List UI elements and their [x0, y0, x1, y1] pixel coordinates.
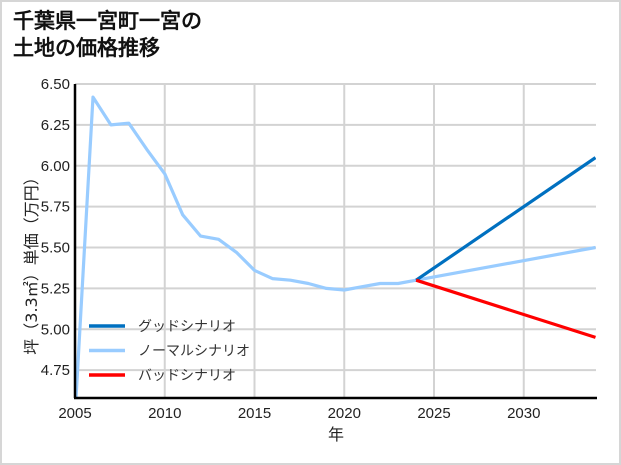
y-tick-label: 5.00: [41, 321, 70, 338]
series-lines: [75, 95, 596, 398]
x-tick-label: 2030: [507, 405, 540, 422]
x-tick-label: 2020: [328, 405, 361, 422]
series-line: [415, 156, 596, 282]
y-tick-label: 5.50: [41, 240, 70, 257]
x-tick-label: 2015: [238, 405, 271, 422]
chart-title-line-2: 土地の価格推移: [13, 36, 160, 60]
y-tick-label: 5.25: [41, 280, 70, 297]
y-tick-label: 4.75: [41, 362, 70, 379]
x-tick-label: 2005: [58, 405, 91, 422]
y-tick-label: 6.00: [41, 158, 70, 175]
legend-label: ノーマルシナリオ: [138, 344, 250, 360]
x-axis-title: 年: [328, 425, 344, 444]
legend-label: バッドシナリオ: [138, 368, 236, 384]
y-tick-labels: 4.75 5.00 5.25 5.50 5.75 6.00 6.25 6.50: [41, 76, 70, 379]
y-tick-label: 5.75: [41, 199, 70, 216]
chart-title-line-1: 千葉県一宮町一宮の: [13, 9, 202, 33]
y-tick-label: 6.50: [41, 76, 70, 93]
series-line: [75, 95, 596, 398]
y-tick-label: 6.25: [41, 117, 70, 134]
x-tick-label: 2025: [417, 405, 450, 422]
axes: [73, 84, 597, 400]
chart-title: 千葉県一宮町一宮の 土地の価格推移: [13, 8, 202, 62]
x-tick-label: 2010: [148, 405, 181, 422]
legend-label: グッドシナリオ: [138, 319, 236, 335]
x-tick-labels: 2005 2010 2015 2020 2025 2030: [58, 405, 540, 422]
y-axis-title: 坪（3.3㎡）単価（万円）: [22, 169, 41, 354]
series-line: [415, 278, 596, 339]
